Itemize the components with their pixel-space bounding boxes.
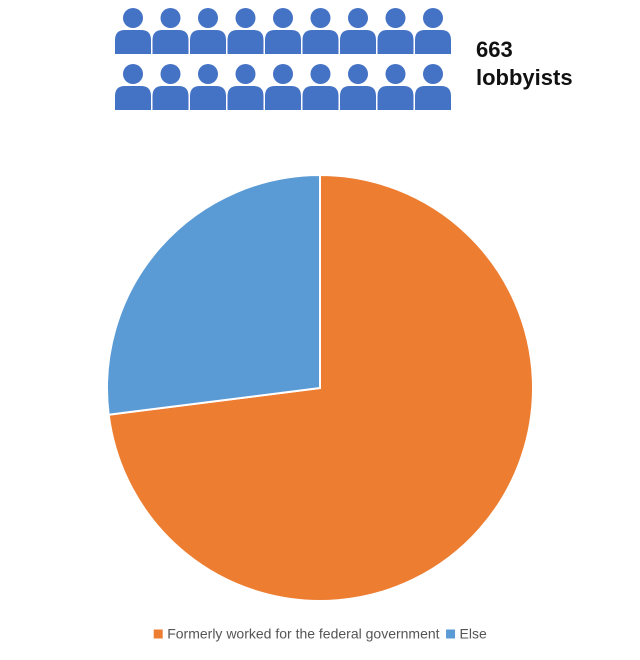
annotation: lobbyists xyxy=(476,65,573,90)
person-head xyxy=(310,64,331,84)
legend-label: Else xyxy=(460,626,487,642)
person-head xyxy=(123,8,143,28)
person-body xyxy=(227,30,264,54)
person-head xyxy=(198,8,218,28)
person-body xyxy=(302,86,339,110)
person-body xyxy=(265,30,301,54)
person-head xyxy=(235,8,256,28)
pie-slice xyxy=(106,173,321,416)
person-body xyxy=(152,86,189,110)
person-body xyxy=(115,86,151,110)
person-body xyxy=(340,30,376,54)
person-body xyxy=(415,86,451,110)
person-body xyxy=(377,30,414,54)
person-body xyxy=(227,86,264,110)
legend-swatch xyxy=(152,628,164,640)
person-head xyxy=(160,8,181,28)
person-head xyxy=(123,64,143,84)
person-body xyxy=(377,86,414,110)
person-body xyxy=(340,86,376,110)
annotation: 663 xyxy=(476,37,513,62)
person-head xyxy=(348,64,368,84)
person-head xyxy=(385,64,406,84)
people-icons xyxy=(115,8,451,110)
person-head xyxy=(385,8,406,28)
person-head xyxy=(423,8,443,28)
person-head xyxy=(273,64,293,84)
person-body xyxy=(265,86,301,110)
person-head xyxy=(273,8,293,28)
person-head xyxy=(198,64,218,84)
person-head xyxy=(348,8,368,28)
legend-swatch xyxy=(445,628,457,640)
person-body xyxy=(152,30,189,54)
person-body xyxy=(190,30,226,54)
person-body xyxy=(415,30,451,54)
person-head xyxy=(235,64,256,84)
person-body xyxy=(190,86,226,110)
person-body xyxy=(115,30,151,54)
person-head xyxy=(160,64,181,84)
legend: Formerly worked for the federal governme… xyxy=(152,626,487,642)
legend-label: Formerly worked for the federal governme… xyxy=(167,626,439,642)
person-head xyxy=(310,8,331,28)
person-head xyxy=(423,64,443,84)
person-body xyxy=(302,30,339,54)
